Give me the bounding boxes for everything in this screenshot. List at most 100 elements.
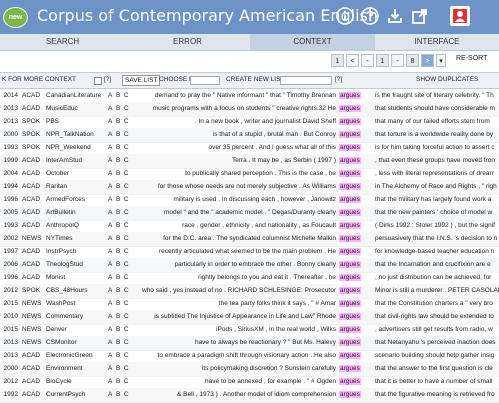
save-list-button[interactable]: SAVE LIST	[122, 75, 161, 86]
row-keyword[interactable]: argues	[339, 102, 369, 116]
row-source[interactable]: WashPost	[46, 300, 76, 307]
tab-search[interactable]: SEARCH	[45, 37, 80, 46]
resort-button[interactable]: RE-SORT	[456, 55, 488, 62]
row-keyword[interactable]: argues	[339, 297, 369, 311]
row-keyword[interactable]: argues	[339, 167, 369, 181]
table-row[interactable]: 1999 ACAD InterAmStud A B C Terra . It may b…	[0, 154, 499, 169]
tab-interface[interactable]: INTERFACE	[414, 37, 460, 46]
row-abc-links[interactable]: A B C	[108, 248, 129, 255]
page-first-number[interactable]: 1	[331, 54, 344, 67]
row-abc-links[interactable]: A B C	[108, 209, 129, 216]
table-row[interactable]: 1994 ACAD Raritan A B C for those whose need…	[0, 180, 499, 195]
row-abc-links[interactable]: A B C	[108, 365, 129, 372]
show-duplicates-link[interactable]: SHOW DUPLICATES	[416, 76, 479, 83]
row-abc-links[interactable]: A B C	[108, 352, 129, 359]
row-keyword[interactable]: argues	[339, 336, 369, 350]
row-keyword[interactable]: argues	[339, 141, 369, 155]
table-row[interactable]: 1992 ACAD CurrentPsych A B C & Bell , 1973 )…	[0, 388, 499, 403]
row-source[interactable]: InstrPsych	[46, 248, 77, 255]
row-abc-links[interactable]: A B C	[108, 222, 129, 229]
row-abc-links[interactable]: A B C	[108, 300, 129, 307]
row-source[interactable]: ElectronicGreen	[46, 352, 93, 359]
table-row[interactable]: 2013 NEWS CSMonitor A B C have to always be …	[0, 336, 499, 351]
row-keyword[interactable]: argues	[339, 206, 369, 220]
row-abc-links[interactable]: A B C	[108, 157, 129, 164]
row-source[interactable]: CanadianLiterature	[46, 92, 102, 99]
row-abc-links[interactable]: A B C	[108, 261, 129, 268]
row-keyword[interactable]: argues	[339, 232, 369, 246]
tab-context[interactable]: CONTEXT	[250, 34, 375, 50]
table-row[interactable]: 2005 ACAD ArtBulletin A B C model " and the …	[0, 206, 499, 221]
row-keyword[interactable]: argues	[339, 245, 369, 259]
row-source[interactable]: CurrentPsych	[46, 391, 86, 398]
row-abc-links[interactable]: A B C	[108, 118, 129, 125]
row-abc-links[interactable]: A B C	[108, 235, 129, 242]
select-all-checkbox[interactable]	[94, 77, 102, 85]
table-row[interactable]: 2000 SPOK NPR_TalkNation A B C is that of a …	[0, 128, 499, 143]
row-source[interactable]: CSMonitor	[46, 339, 77, 346]
page-number[interactable]: 1	[376, 54, 389, 67]
row-keyword[interactable]: argues	[339, 323, 369, 337]
row-source[interactable]: NYTimes	[46, 235, 73, 242]
row-source[interactable]: MusicEduc	[46, 105, 78, 112]
table-row[interactable]: 2002 NEWS NYTimes A B C for the D.C. area . …	[0, 232, 499, 247]
table-row[interactable]: 2010 NEWS Commentary A B C is subtitled The …	[0, 310, 499, 325]
row-source[interactable]: October	[46, 170, 70, 177]
page-prev-button[interactable]: <	[346, 54, 359, 67]
row-abc-links[interactable]: A B C	[108, 131, 129, 138]
table-row[interactable]: 2006 ACAD TheologStud A B C particularly in …	[0, 258, 499, 273]
row-abc-links[interactable]: A B C	[108, 339, 129, 346]
row-source[interactable]: BioCycle	[46, 378, 72, 385]
row-source[interactable]: NPR_Weekend	[46, 144, 91, 151]
row-keyword[interactable]: argues	[339, 219, 369, 233]
page-last-number[interactable]: 8	[406, 54, 419, 67]
choose-list-select[interactable]	[190, 76, 220, 85]
row-source[interactable]: ArtBulletin	[46, 209, 76, 216]
table-row[interactable]: 2013 ACAD MusicEduc A B C music programs wit…	[0, 102, 499, 117]
download-icon[interactable]	[385, 6, 405, 26]
help-icon[interactable]	[360, 6, 380, 26]
row-abc-links[interactable]: A B C	[108, 196, 129, 203]
user-icon[interactable]	[450, 6, 470, 26]
row-source[interactable]: CBS_48Hours	[46, 287, 88, 294]
row-source[interactable]: Environment	[46, 365, 83, 372]
share-icon[interactable]	[410, 6, 430, 26]
row-source[interactable]: Raritan	[46, 183, 67, 190]
row-source[interactable]: InterAmStud	[46, 157, 83, 164]
row-keyword[interactable]: argues	[339, 258, 369, 272]
row-source[interactable]: AnthropolQ	[46, 222, 79, 229]
table-row[interactable]: 2000 ACAD Environment A B C its policymaking…	[0, 362, 499, 377]
row-source[interactable]: Commentary	[46, 313, 84, 320]
row-keyword[interactable]: argues	[339, 349, 369, 363]
row-abc-links[interactable]: A B C	[108, 378, 129, 385]
row-abc-links[interactable]: A B C	[108, 326, 129, 333]
row-keyword[interactable]: argues	[339, 128, 369, 142]
row-abc-links[interactable]: A B C	[108, 183, 129, 190]
row-keyword[interactable]: argues	[339, 388, 369, 402]
row-keyword[interactable]: argues	[339, 271, 369, 285]
page-end-button[interactable]: ▾	[436, 54, 446, 67]
row-keyword[interactable]: argues	[339, 89, 369, 103]
page-next-button[interactable]: >	[421, 54, 434, 67]
tab-error[interactable]: ERROR	[173, 37, 202, 46]
row-abc-links[interactable]: A B C	[108, 391, 129, 398]
row-abc-links[interactable]: A B C	[108, 105, 129, 112]
help-link[interactable]: [?]	[104, 76, 112, 83]
row-abc-links[interactable]: A B C	[108, 313, 129, 320]
new-list-input[interactable]	[280, 76, 332, 85]
row-source[interactable]: Denver	[46, 326, 67, 333]
help-link-2[interactable]: [?]	[335, 76, 343, 83]
row-keyword[interactable]: argues	[339, 180, 369, 194]
new-logo[interactable]: new	[3, 7, 28, 28]
row-abc-links[interactable]: A B C	[108, 144, 129, 151]
row-keyword[interactable]: argues	[339, 362, 369, 376]
table-row[interactable]: 2012 SPOK CBS_48Hours A B C who said , yes i…	[0, 284, 499, 299]
row-abc-links[interactable]: A B C	[108, 287, 129, 294]
row-source[interactable]: NPR_TalkNation	[46, 131, 94, 138]
row-source[interactable]: ArmedForces	[46, 196, 86, 203]
row-source[interactable]: Monist	[46, 274, 66, 281]
row-keyword[interactable]: argues	[339, 375, 369, 389]
row-abc-links[interactable]: A B C	[108, 92, 129, 99]
row-abc-links[interactable]: A B C	[108, 170, 129, 177]
row-keyword[interactable]: argues	[339, 154, 369, 168]
